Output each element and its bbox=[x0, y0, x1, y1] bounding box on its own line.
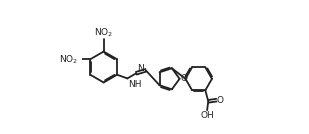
Text: NO$_2$: NO$_2$ bbox=[94, 26, 113, 39]
Text: O: O bbox=[180, 74, 187, 83]
Text: O: O bbox=[217, 96, 224, 105]
Text: N: N bbox=[137, 64, 143, 73]
Text: NH: NH bbox=[128, 80, 142, 89]
Text: NO$_2$: NO$_2$ bbox=[59, 53, 78, 66]
Text: OH: OH bbox=[200, 111, 214, 120]
